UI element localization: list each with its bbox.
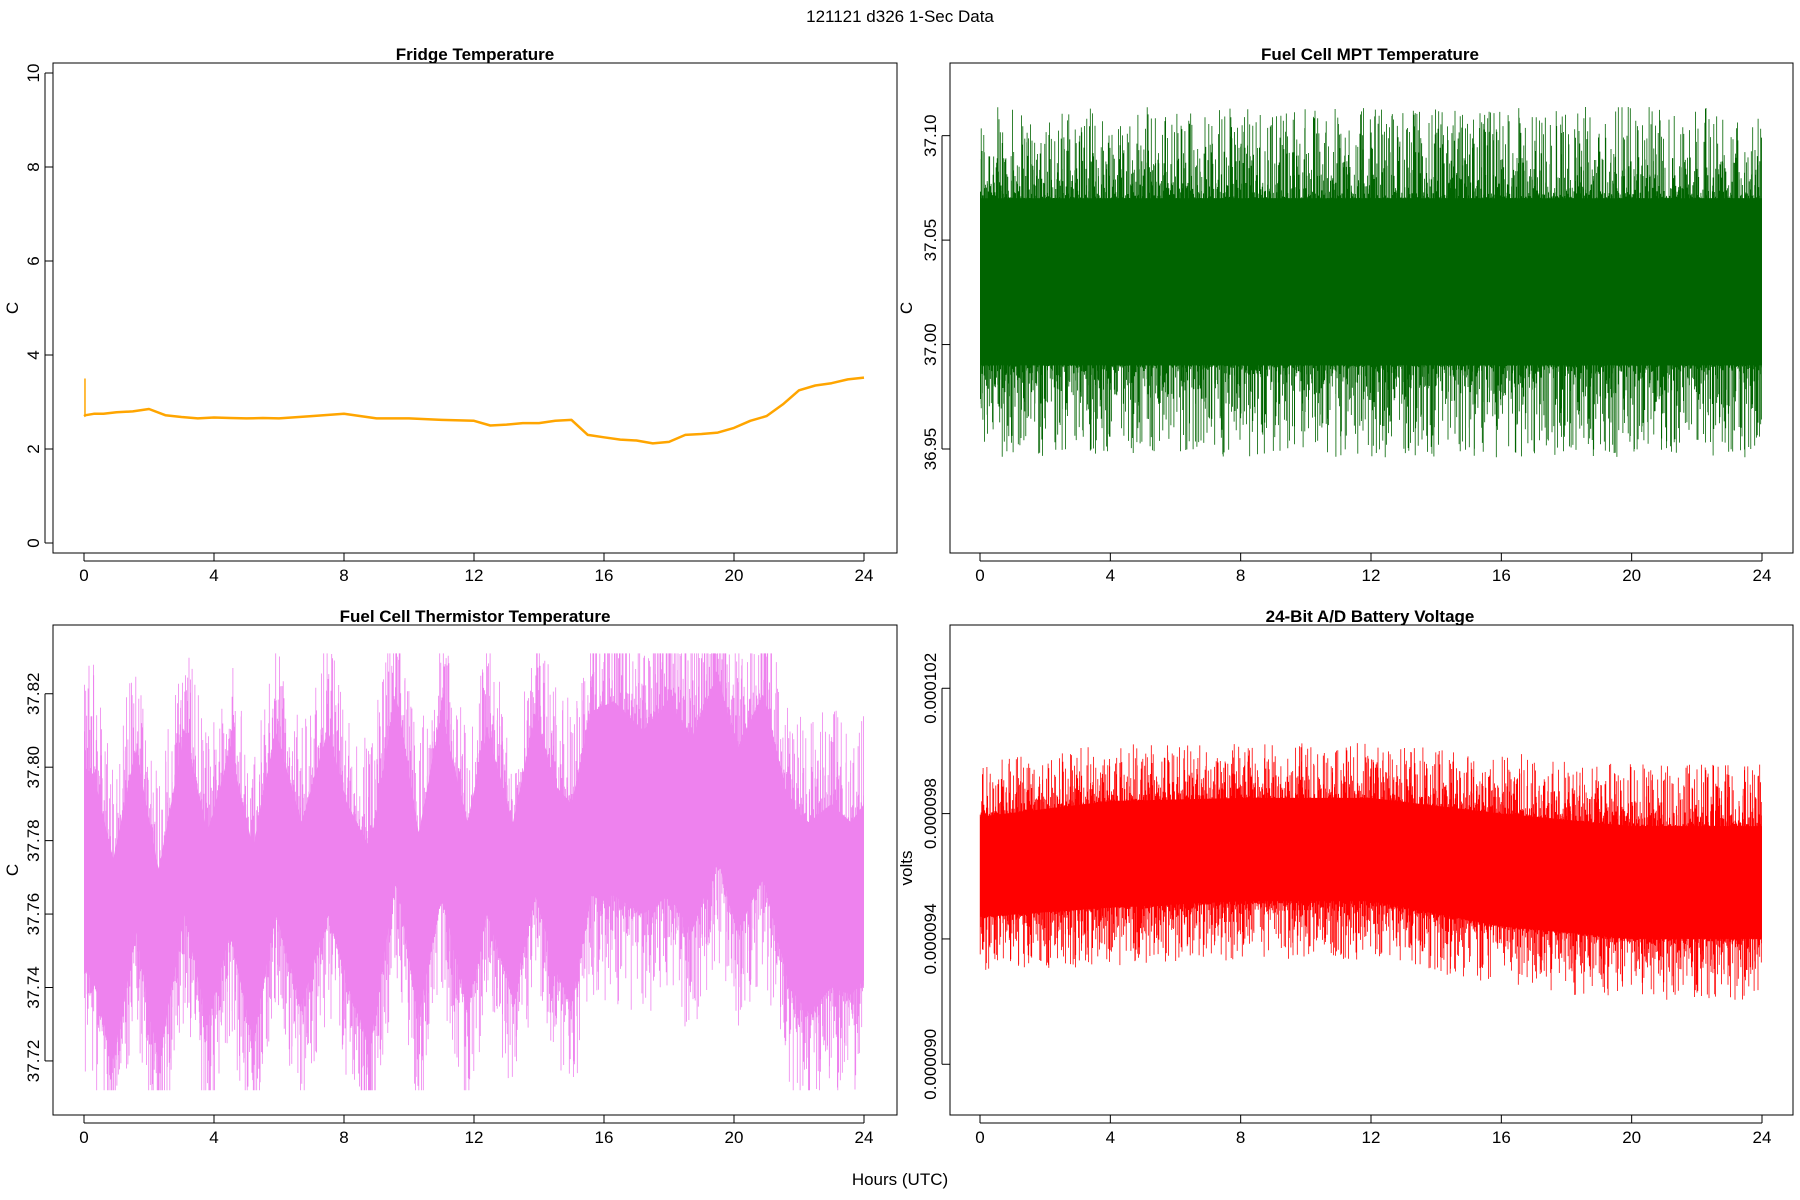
fuel-cell-mpt-temperature-y-tick-label: 37.05	[921, 219, 940, 262]
fuel-cell-thermistor-temperature-series-spikes	[84, 653, 864, 1091]
fuel-cell-thermistor-temperature-y-tick-label: 37.80	[24, 746, 43, 789]
battery-voltage-x-tick-label: 12	[1362, 1128, 1381, 1147]
fridge-temperature-x-tick-label: 8	[339, 566, 348, 585]
fridge-temperature-ylabel: C	[3, 302, 22, 314]
battery-voltage-y-tick-label: 0.000098	[921, 778, 940, 849]
fuel-cell-mpt-temperature-y-tick-label: 37.00	[921, 323, 940, 366]
battery-voltage-series-spikes	[979, 743, 1762, 1000]
battery-voltage-x-tick-label: 20	[1622, 1128, 1641, 1147]
fridge-temperature-y-tick-label: 6	[24, 256, 43, 265]
fridge-temperature-title: Fridge Temperature	[396, 45, 554, 64]
battery-voltage-y-tick-label: 0.000094	[921, 903, 940, 974]
shared-x-axis-label: Hours (UTC)	[852, 1170, 948, 1189]
fridge-temperature-y-tick-label: 8	[24, 162, 43, 171]
fuel-cell-mpt-temperature-title: Fuel Cell MPT Temperature	[1261, 45, 1479, 64]
battery-voltage-x-tick-label: 24	[1753, 1128, 1772, 1147]
fridge-temperature-x-tick-label: 24	[855, 566, 874, 585]
fuel-cell-mpt-temperature-plot: 0 4 8 12 16 20 24 36.95 37.00 37.05 37.10	[921, 62, 1794, 585]
fuel-cell-thermistor-temperature-x-tick-label: 0	[79, 1128, 88, 1147]
fuel-cell-thermistor-temperature-plot: 0 4 8 12 16 20 24 37.72 37.74 37.76 37.78 37.80 37.8…	[24, 624, 898, 1147]
battery-voltage-x-tick-label: 0	[975, 1128, 984, 1147]
fuel-cell-thermistor-temperature-panel: Fuel Cell Thermistor Temperature C 0 4 8 12…	[3, 607, 898, 1147]
fuel-cell-thermistor-temperature-x-tick-label: 12	[465, 1128, 484, 1147]
fuel-cell-mpt-temperature-x-tick-label: 20	[1622, 566, 1641, 585]
figure-title: 121121 d326 1-Sec Data	[806, 7, 994, 26]
fuel-cell-thermistor-temperature-frame	[52, 624, 898, 1116]
fridge-temperature-series-line	[83, 376, 865, 445]
fuel-cell-mpt-temperature-y-tick-label: 37.10	[921, 114, 940, 157]
fridge-temperature-y-tick-label: 2	[24, 444, 43, 453]
fridge-temperature-x-tick-label: 12	[465, 566, 484, 585]
fuel-cell-thermistor-temperature-x-tick-label: 24	[855, 1128, 874, 1147]
fridge-temperature-y-tick-label: 0	[24, 538, 43, 547]
battery-voltage-title: 24-Bit A/D Battery Voltage	[1266, 607, 1475, 626]
fuel-cell-mpt-temperature-x-tick-label: 4	[1106, 566, 1115, 585]
battery-voltage-x-tick-label: 16	[1492, 1128, 1511, 1147]
fuel-cell-thermistor-temperature-y-tick-label: 37.82	[24, 672, 43, 715]
fridge-temperature-x-tick-label: 16	[595, 566, 614, 585]
fridge-temperature-y-tick-label: 4	[24, 350, 43, 359]
fuel-cell-thermistor-temperature-x-tick-label: 4	[209, 1128, 218, 1147]
fuel-cell-mpt-temperature-x-tick-label: 8	[1236, 566, 1245, 585]
fridge-temperature-x-tick-label: 20	[725, 566, 744, 585]
battery-voltage-panel: 24-Bit A/D Battery Voltage volts 0 4 8 12 16…	[897, 607, 1794, 1147]
battery-voltage-y-tick-label: 0.000090	[921, 1029, 940, 1100]
fuel-cell-mpt-temperature-x-tick-label: 0	[975, 566, 984, 585]
battery-voltage-x-tick-label: 8	[1236, 1128, 1245, 1147]
fuel-cell-thermistor-temperature-y-tick-label: 37.74	[24, 966, 43, 1009]
fridge-temperature-y-tick-label: 10	[24, 64, 43, 83]
fuel-cell-mpt-temperature-x-tick-label: 12	[1362, 566, 1381, 585]
fuel-cell-mpt-temperature-y-tick-label: 36.95	[921, 428, 940, 471]
fuel-cell-thermistor-temperature-x-tick-label: 8	[339, 1128, 348, 1147]
fuel-cell-mpt-temperature-series-spikes	[980, 107, 1762, 458]
fuel-cell-mpt-temperature-ylabel: C	[897, 302, 916, 314]
fuel-cell-mpt-temperature-x-tick-label: 16	[1492, 566, 1511, 585]
fridge-temperature-x-tick-label: 0	[79, 566, 88, 585]
battery-voltage-plot: 0 4 8 12 16 20 24 0.000090 0.000094 0.000098 0.000…	[921, 624, 1794, 1147]
fuel-cell-mpt-temperature-x-tick-label: 24	[1753, 566, 1772, 585]
fuel-cell-thermistor-temperature-x-tick-label: 16	[595, 1128, 614, 1147]
battery-voltage-x-tick-label: 4	[1106, 1128, 1115, 1147]
fuel-cell-thermistor-temperature-ylabel: C	[3, 864, 22, 876]
fridge-temperature-x-tick-label: 4	[209, 566, 218, 585]
fuel-cell-thermistor-temperature-title: Fuel Cell Thermistor Temperature	[340, 607, 611, 626]
battery-voltage-y-tick-label: 0.000102	[921, 653, 940, 724]
fuel-cell-thermistor-temperature-y-tick-label: 37.72	[24, 1040, 43, 1083]
fuel-cell-mpt-temperature-panel: Fuel Cell MPT Temperature C 0 4 8 12 16 20 24 3…	[897, 45, 1794, 585]
fuel-cell-thermistor-temperature-y-tick-label: 37.76	[24, 893, 43, 936]
fridge-temperature-frame	[52, 62, 898, 554]
fuel-cell-thermistor-temperature-y-tick-label: 37.78	[24, 819, 43, 862]
fuel-cell-thermistor-temperature-x-tick-label: 20	[725, 1128, 744, 1147]
battery-voltage-ylabel: volts	[897, 851, 916, 886]
